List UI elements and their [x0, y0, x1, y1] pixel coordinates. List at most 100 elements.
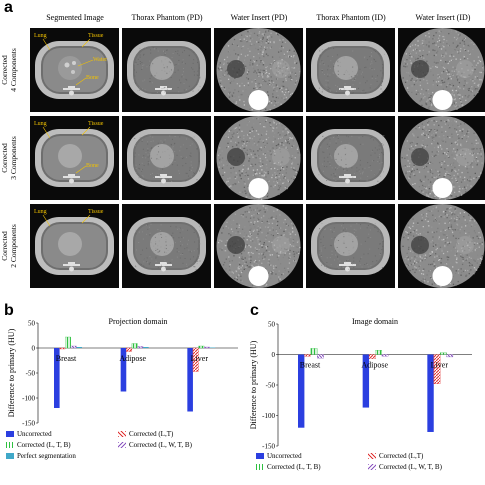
ct-image-tile: [122, 204, 211, 288]
legend-label: Corrected (L, T, B): [17, 441, 71, 449]
bar: [143, 347, 149, 348]
row-label: Corrected 2 Components: [0, 204, 20, 288]
projection-domain-legend: Uncorrected Corrected (L,T) Corrected (L, …: [6, 430, 242, 480]
ct-image-tile: [306, 28, 395, 112]
row-label-line2: 3 Components: [9, 136, 18, 180]
row-label: Corrected 4 Components: [0, 28, 20, 112]
bar: [192, 347, 199, 372]
bar: [381, 354, 389, 357]
bar: [310, 348, 318, 355]
bar: [187, 348, 193, 412]
bar: [65, 336, 71, 349]
y-tick-label: -100: [262, 412, 275, 420]
bar: [446, 354, 454, 358]
ct-image-tile: [306, 204, 395, 288]
bar: [433, 354, 441, 384]
legend-swatch: [256, 464, 264, 471]
legend-swatch: [118, 431, 126, 438]
annotation-label: Tissue: [88, 121, 104, 127]
y-tick-label: 50: [28, 320, 36, 328]
category-label: Adipose: [119, 354, 146, 363]
legend-item: Corrected (L, T, B): [6, 441, 71, 450]
bar: [439, 352, 447, 355]
y-tick-label: 50: [268, 321, 276, 329]
column-title: Water Insert (ID): [415, 13, 471, 22]
ct-image-tile: [398, 28, 485, 112]
bar: [54, 348, 60, 408]
row-label-line1: Corrected: [0, 143, 9, 173]
y-tick-label: -50: [266, 382, 276, 390]
ct-image-tile: Lung Tissue: [30, 204, 119, 288]
bar: [70, 345, 77, 349]
legend-swatch: [6, 431, 14, 438]
projection-domain-chart: 50 0 -50 -100 -150 Projection domain Differenc…: [7, 317, 238, 428]
legend-label: Uncorrected: [17, 430, 52, 438]
annotation-label: Water: [93, 57, 107, 63]
y-tick-label: -50: [26, 370, 36, 378]
annotation-label: Lung: [34, 33, 47, 39]
category-label: Breast: [300, 361, 321, 370]
bar: [76, 347, 82, 348]
image-domain-chart: 50 0 -50 -100 -150 Image domain Difference to …: [249, 317, 472, 451]
bar: [126, 347, 133, 352]
y-axis-label: Difference to primary (HU): [7, 328, 16, 417]
annotation-label: Tissue: [88, 209, 104, 215]
legend-swatch: [368, 464, 376, 471]
ct-image-tile: [214, 28, 303, 112]
column-title: Thorax Phantom (ID): [316, 13, 386, 22]
bar: [137, 346, 144, 349]
annotation-label: Bone: [86, 75, 99, 81]
annotation-label: Lung: [34, 121, 47, 127]
legend-label: Corrected (L,T): [379, 452, 424, 460]
legend-item: Corrected (L, W, T, B): [118, 441, 192, 450]
legend-label: Corrected (L, T, B): [267, 463, 321, 471]
legend-swatch: [256, 453, 264, 460]
bar: [209, 347, 216, 348]
annotation-label: Lung: [34, 209, 47, 215]
bar: [131, 343, 138, 349]
ct-image-tile: [214, 204, 303, 288]
legend-label: Corrected (L,T): [129, 430, 174, 438]
legend-item: Corrected (L,T): [368, 452, 423, 461]
legend-item: Corrected (L, W, T, B): [368, 463, 442, 472]
chart-title: Image domain: [352, 317, 398, 326]
ct-image-tile: [398, 204, 485, 288]
y-tick-label: -150: [22, 420, 35, 428]
bar: [198, 345, 205, 349]
legend-swatch: [118, 442, 126, 449]
bar: [368, 354, 376, 359]
ct-image-tile: Lung Tissue Water Bone: [30, 28, 119, 112]
row-label-line1: Corrected: [0, 55, 9, 85]
ct-image-tile: [306, 116, 395, 200]
bar: [120, 348, 127, 392]
category-label: Adipose: [361, 361, 388, 370]
y-tick-label: -100: [22, 395, 35, 403]
row-label-line2: 4 Components: [9, 48, 18, 92]
y-tick-label: 0: [32, 345, 36, 353]
legend-swatch: [6, 453, 14, 460]
image-domain-legend: Uncorrected Corrected (L,T) Corrected (L, …: [256, 452, 484, 482]
legend-label: Corrected (L, W, T, B): [129, 441, 192, 449]
ct-image-tile: [122, 28, 211, 112]
row-label-line1: Corrected: [0, 231, 9, 261]
panel-c-letter: c: [250, 302, 259, 319]
bar: [59, 347, 66, 350]
annotation-label: Tissue: [88, 33, 104, 39]
column-title: Water Insert (PD): [230, 13, 288, 22]
panel-a-letter: a: [4, 0, 13, 16]
legend-item: Corrected (L,T): [118, 430, 173, 439]
category-label: Liver: [191, 354, 209, 363]
bar: [304, 354, 311, 357]
legend-swatch: [6, 442, 14, 449]
bar: [362, 354, 370, 408]
bar: [317, 354, 324, 359]
annotation-label: Bone: [86, 163, 99, 169]
y-tick-label: 0: [272, 351, 276, 359]
panel-b-letter: b: [4, 302, 14, 319]
row-label-line2: 2 Components: [9, 224, 18, 268]
y-axis-label: Difference to primary (HU): [249, 340, 258, 429]
bar: [203, 346, 210, 349]
category-label: Liver: [431, 361, 449, 370]
ct-image-tile: [122, 116, 211, 200]
legend-item: Uncorrected: [6, 430, 52, 439]
